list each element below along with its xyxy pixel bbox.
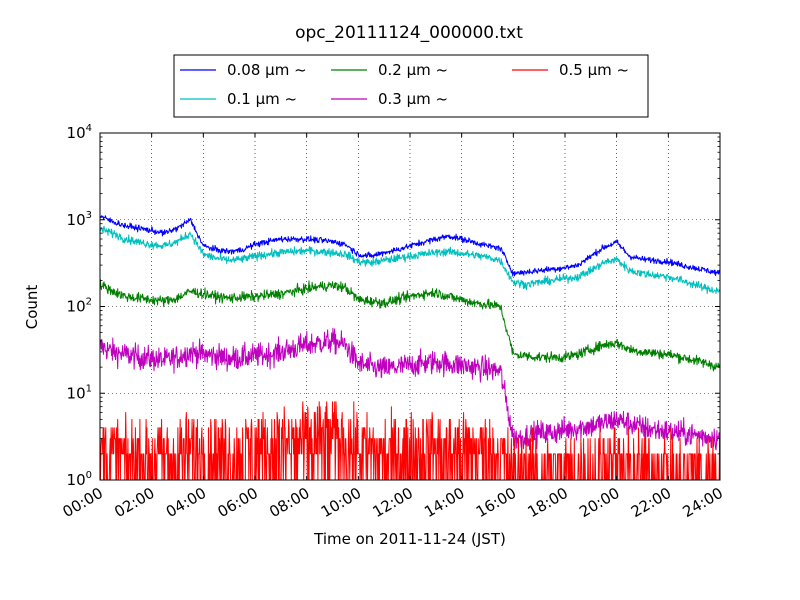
series-line-3 [99,327,721,451]
series-line-0 [99,215,721,277]
legend-entry: 0.5 μm ~ [512,61,629,79]
legend-entry: 0.08 μm ~ [180,61,307,79]
series-line-2 [99,279,721,372]
y-axis-label: Count [23,285,41,330]
legend-label: 0.2 μm ~ [378,61,448,79]
x-axis-label: Time on 2011-11-24 (JST) [313,530,506,548]
plot-area: 00:00 02:00 04:00 06:00 08:00 10:00 12:00 14:00… [60,123,726,521]
legend-label: 0.5 μm ~ [559,61,629,79]
legend-entry: 0.2 μm ~ [331,61,448,79]
legend-label: 0.08 μm ~ [227,61,307,79]
legend-frame [173,54,649,118]
grid [100,133,720,480]
legend-entry: 0.3 μm ~ [331,90,448,108]
legend: 0.08 μm ~ 0.1 μm ~ 0.2 μm ~ 0.3 μm ~ 0.5 μm … [173,54,649,118]
series-line-1 [99,225,721,294]
legend-entry: 0.1 μm ~ [180,90,297,108]
chart-title: opc_20111124_000000.txt [295,23,523,43]
legend-label: 0.1 μm ~ [227,90,297,108]
legend-label: 0.3 μm ~ [378,90,448,108]
